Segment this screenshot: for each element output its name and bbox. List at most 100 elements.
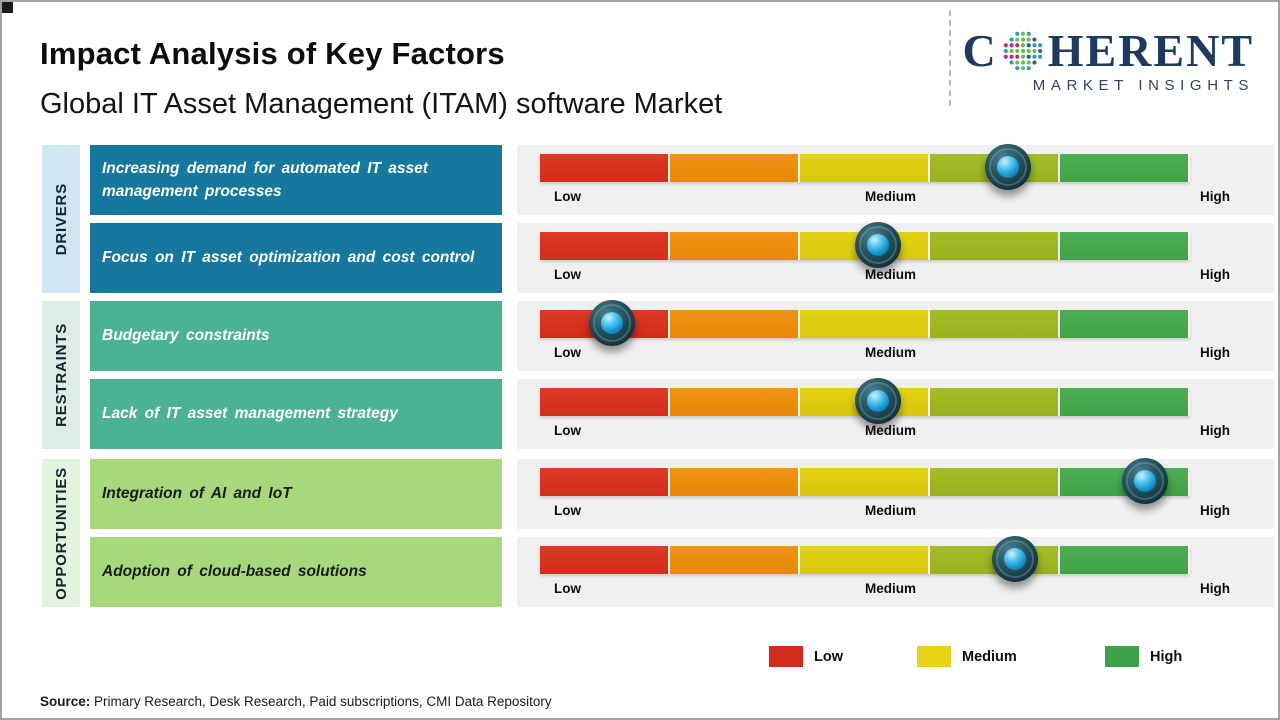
impact-slider-knob[interactable] bbox=[991, 536, 1038, 582]
factor-text: Budgetary constraints bbox=[102, 327, 270, 345]
page-title: Impact Analysis of Key Factors bbox=[40, 36, 505, 71]
impact-gradient-bar bbox=[540, 536, 1190, 582]
impact-gradient-bar bbox=[540, 144, 1190, 190]
segment-medium-high bbox=[930, 468, 1060, 496]
page-subtitle: Global IT Asset Management (ITAM) softwa… bbox=[40, 88, 723, 120]
scale-label-medium: Medium bbox=[864, 267, 916, 282]
category-strip-opportunities: OPPORTUNITIES bbox=[42, 459, 80, 607]
legend-label-low: Low bbox=[814, 648, 843, 665]
legend-swatch-high bbox=[1105, 646, 1139, 667]
scale-labels: Low Medium High bbox=[540, 189, 1230, 204]
scale-labels: Low Medium High bbox=[540, 581, 1230, 596]
scale-label-high: High bbox=[1199, 189, 1230, 204]
impact-slider-knob[interactable] bbox=[855, 378, 901, 424]
segment-low-medium bbox=[670, 388, 800, 416]
factor-text: Focus on IT asset optimization and cost … bbox=[102, 249, 475, 267]
impact-scale-row-2: Low Medium High bbox=[517, 222, 1274, 293]
impact-scale-row-6: Low Medium High bbox=[517, 536, 1274, 607]
scale-label-high: High bbox=[1199, 345, 1230, 360]
segment-low-medium bbox=[670, 310, 800, 338]
scale-label-medium: Medium bbox=[864, 345, 916, 360]
source-line: Source: Primary Research, Desk Research,… bbox=[40, 694, 552, 709]
impact-slider-knob[interactable] bbox=[855, 222, 901, 268]
factor-box-opportunity-2: Adoption of cloud-based solutions bbox=[90, 537, 502, 607]
knob-core bbox=[997, 156, 1019, 178]
scale-label-medium: Medium bbox=[864, 503, 916, 518]
factor-box-driver-2: Focus on IT asset optimization and cost … bbox=[90, 223, 502, 293]
segment-medium bbox=[800, 546, 930, 574]
knob-core bbox=[1133, 470, 1156, 492]
factor-text: Lack of IT asset management strategy bbox=[102, 405, 398, 423]
segment-high bbox=[1060, 388, 1190, 416]
source-label: Source: bbox=[40, 694, 91, 709]
impact-gradient-bar bbox=[540, 378, 1190, 424]
scale-label-high: High bbox=[1199, 503, 1230, 518]
scale-label-high: High bbox=[1199, 581, 1230, 596]
impact-scale-row-4: Low Medium High bbox=[517, 378, 1274, 449]
scale-label-medium: Medium bbox=[864, 423, 916, 438]
knob-core bbox=[1003, 548, 1026, 570]
scale-label-low: Low bbox=[554, 267, 581, 282]
scale-label-medium: Medium bbox=[864, 189, 916, 204]
segment-low-medium bbox=[670, 468, 800, 496]
impact-slider-knob[interactable] bbox=[985, 144, 1031, 190]
segment-medium-high bbox=[930, 232, 1060, 260]
segment-low-medium bbox=[670, 154, 800, 182]
category-strip-drivers: DRIVERS bbox=[42, 145, 80, 293]
impact-gradient-bar bbox=[540, 458, 1190, 504]
factor-box-driver-1: Increasing demand for automated IT asset… bbox=[90, 145, 502, 215]
segment-high bbox=[1060, 310, 1190, 338]
impact-scale-row-1: Low Medium High bbox=[517, 144, 1274, 215]
segment-low bbox=[540, 232, 670, 260]
knob-core bbox=[867, 390, 889, 412]
factor-text: Increasing demand for automated IT asset… bbox=[102, 159, 428, 200]
segment-low-medium bbox=[670, 546, 800, 574]
category-label-drivers: DRIVERS bbox=[52, 182, 70, 256]
scale-label-high: High bbox=[1199, 423, 1230, 438]
scale-labels: Low Medium High bbox=[540, 503, 1230, 518]
impact-gradient-bar bbox=[540, 300, 1190, 346]
knob-core bbox=[600, 312, 623, 334]
segment-low bbox=[540, 154, 670, 182]
legend-swatch-medium bbox=[917, 646, 951, 667]
legend-label-medium: Medium bbox=[962, 648, 1017, 665]
scale-label-low: Low bbox=[554, 581, 581, 596]
knob-core bbox=[867, 234, 889, 256]
scale-label-low: Low bbox=[554, 345, 581, 360]
segment-low bbox=[540, 388, 670, 416]
segment-low bbox=[540, 468, 670, 496]
segment-high bbox=[1060, 546, 1190, 574]
impact-gradient-bar bbox=[540, 222, 1190, 268]
segment-medium bbox=[800, 468, 930, 496]
factor-box-restraint-1: Budgetary constraints bbox=[90, 301, 502, 371]
segment-high bbox=[1060, 154, 1190, 182]
scale-label-low: Low bbox=[554, 189, 581, 204]
impact-scale-row-3: Low Medium High bbox=[517, 300, 1274, 371]
legend-item-medium: Medium bbox=[917, 646, 1017, 667]
category-label-restraints: RESTRAINTS bbox=[52, 323, 70, 427]
segment-low-medium bbox=[670, 232, 800, 260]
brand-logo: C HERENT MARKET INSIGHTS bbox=[956, 25, 1254, 95]
segment-high bbox=[1060, 232, 1190, 260]
legend-item-high: High bbox=[1105, 646, 1182, 667]
impact-slider-knob[interactable] bbox=[588, 300, 635, 346]
dotted-globe-icon bbox=[1003, 31, 1043, 71]
factor-text: Integration of AI and IoT bbox=[102, 485, 292, 503]
factor-box-restraint-2: Lack of IT asset management strategy bbox=[90, 379, 502, 449]
scale-label-low: Low bbox=[554, 423, 581, 438]
scale-labels: Low Medium High bbox=[540, 267, 1230, 282]
scale-label-low: Low bbox=[554, 503, 581, 518]
category-label-opportunities: OPPORTUNITIES bbox=[52, 466, 70, 600]
corner-notch bbox=[2, 2, 13, 13]
segment-medium bbox=[800, 154, 930, 182]
legend-item-low: Low bbox=[769, 646, 843, 667]
scale-labels: Low Medium High bbox=[540, 345, 1230, 360]
category-strip-restraints: RESTRAINTS bbox=[42, 301, 80, 449]
legend-swatch-low bbox=[769, 646, 803, 667]
legend-label-high: High bbox=[1150, 648, 1183, 665]
brand-letters-rest: HERENT bbox=[1047, 25, 1254, 76]
segment-medium-high bbox=[930, 388, 1060, 416]
impact-slider-knob[interactable] bbox=[1121, 458, 1168, 504]
factor-box-opportunity-1: Integration of AI and IoT bbox=[90, 459, 502, 529]
